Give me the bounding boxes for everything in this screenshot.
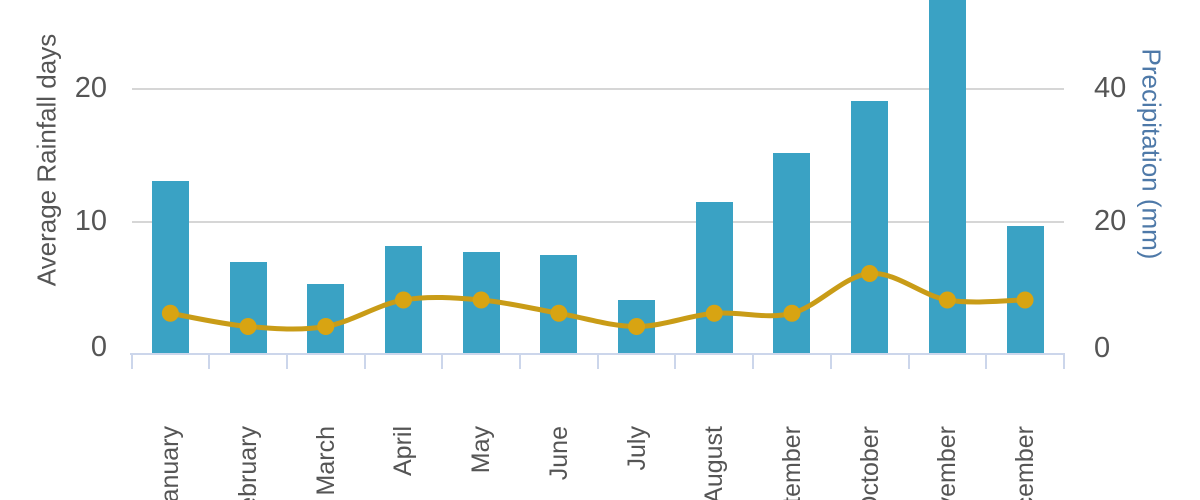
x-label-september: September xyxy=(777,426,806,500)
x-label-december: December xyxy=(1011,426,1040,500)
bar-december xyxy=(1006,225,1044,353)
x-label-july: July xyxy=(622,426,651,471)
x-label-january: January xyxy=(156,426,185,500)
x-label-october: October xyxy=(855,426,884,500)
x-label-august: August xyxy=(700,426,729,500)
x-label-march: March xyxy=(311,426,340,496)
gridline xyxy=(131,220,1064,223)
x-axis-tick xyxy=(907,355,910,369)
x-axis-tick xyxy=(596,355,599,369)
bar-september xyxy=(773,152,811,353)
bar-may xyxy=(462,252,500,353)
bar-october xyxy=(851,101,889,353)
x-label-may: May xyxy=(467,426,496,474)
x-label-november: November xyxy=(933,426,962,500)
x-axis-tick xyxy=(674,355,677,369)
x-axis-tick xyxy=(985,355,988,369)
bar-march xyxy=(307,284,345,353)
x-axis-tick xyxy=(519,355,521,369)
right-axis-tick-label: 20 xyxy=(1094,204,1127,237)
spline-path xyxy=(169,270,1026,332)
x-label-february: February xyxy=(234,426,263,500)
bar-february xyxy=(229,261,267,353)
x-axis-tick xyxy=(829,355,832,369)
x-axis-tick xyxy=(752,355,755,369)
x-axis-tick xyxy=(1062,355,1065,369)
x-label-june: June xyxy=(544,426,573,481)
x-axis-tick xyxy=(441,355,444,369)
bar-november xyxy=(928,0,966,353)
bar-june xyxy=(540,254,578,353)
left-axis-tick-label: 0 xyxy=(90,331,107,363)
x-axis-tick xyxy=(285,355,288,369)
left-axis-title: Average Rainfall days xyxy=(31,33,62,287)
bar-april xyxy=(384,245,422,353)
x-axis-tick xyxy=(363,355,366,369)
x-axis-line xyxy=(130,353,1066,355)
x-axis-tick xyxy=(130,355,133,369)
bar-january xyxy=(151,180,189,353)
x-label-april: April xyxy=(389,426,418,477)
bar-july xyxy=(618,300,656,353)
gridline xyxy=(131,88,1064,90)
right-axis-tick-label: 40 xyxy=(1094,72,1127,104)
bar-august xyxy=(695,201,733,353)
x-axis-tick xyxy=(208,355,211,369)
left-axis-tick-label: 20 xyxy=(74,72,107,104)
left-axis-tick-label: 10 xyxy=(74,204,107,237)
right-axis-tick-label: 0 xyxy=(1094,332,1111,364)
